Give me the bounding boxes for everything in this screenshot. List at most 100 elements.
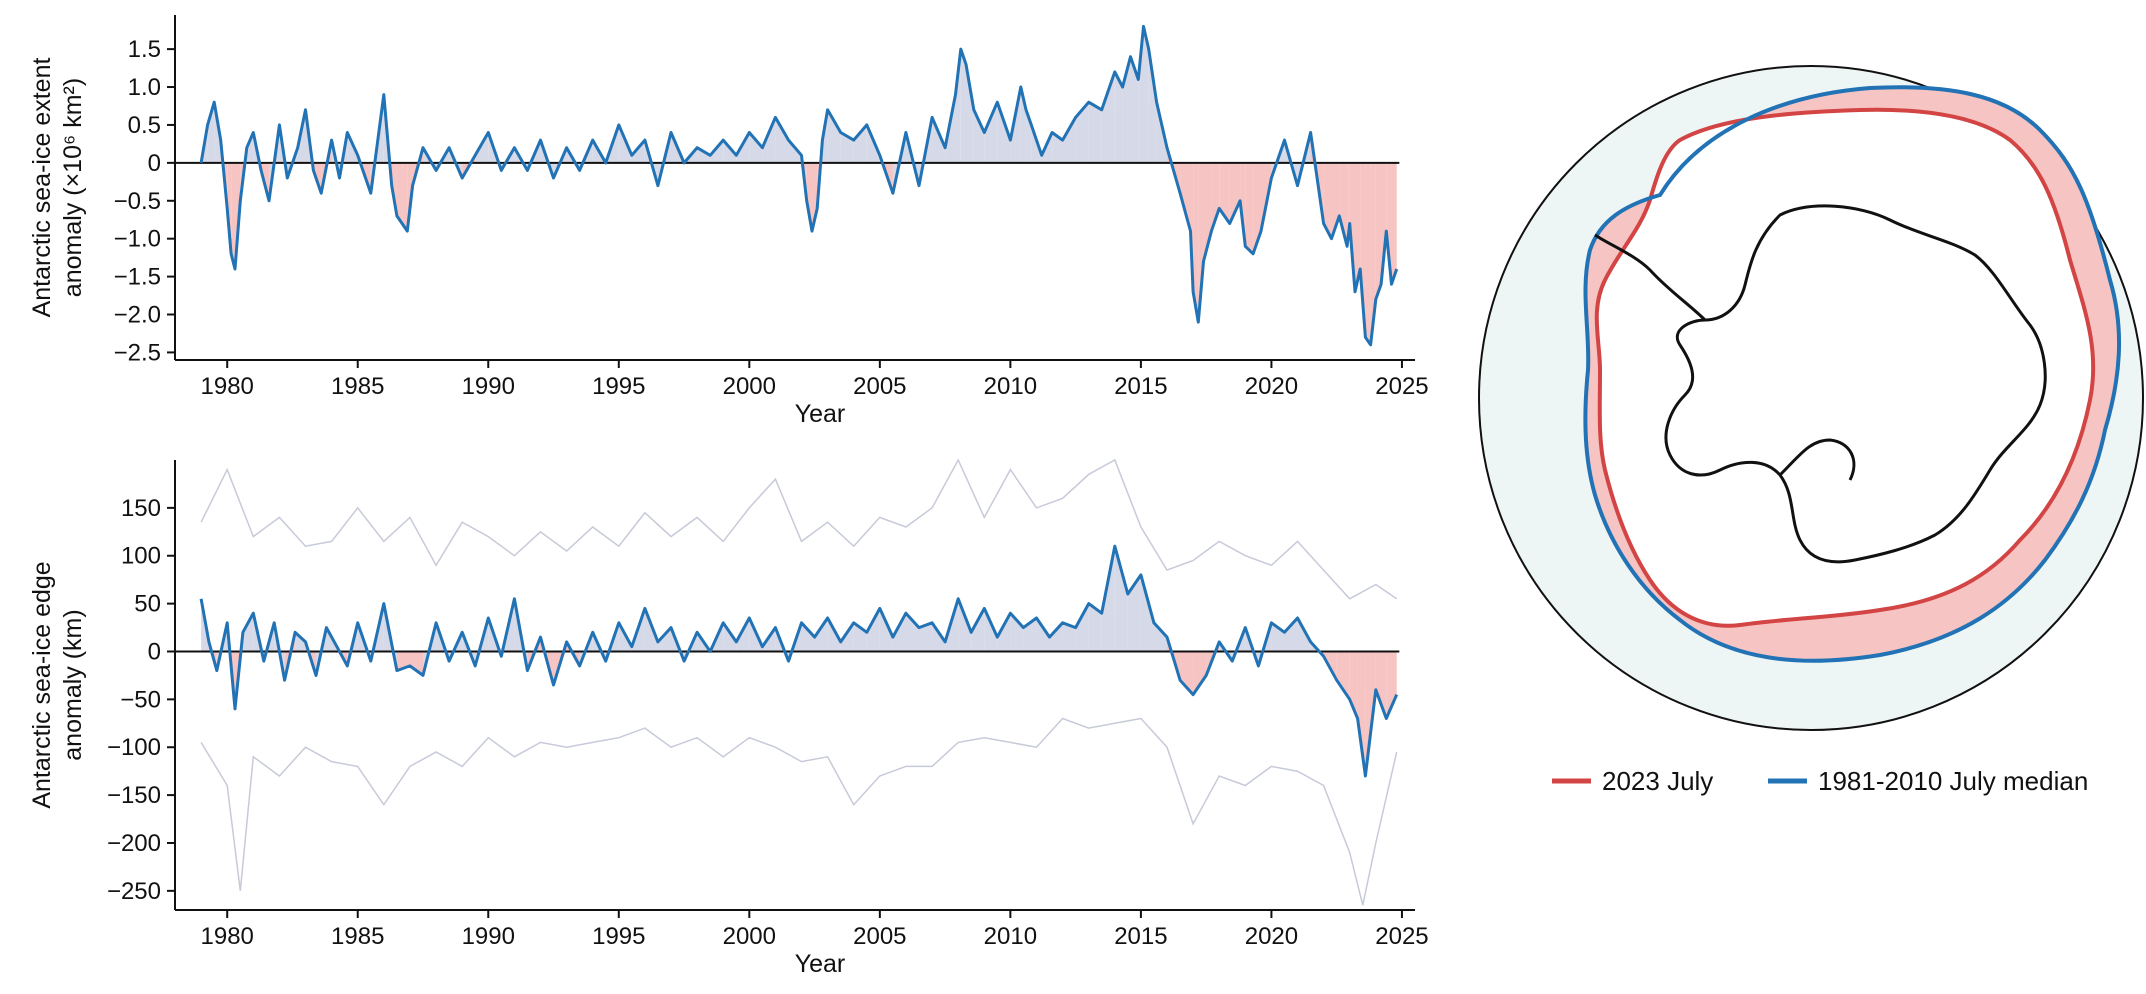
y-axis-label-line: anomaly (km) bbox=[59, 609, 87, 760]
anomaly-fill-segment bbox=[1271, 140, 1285, 179]
anomaly-fill-segment bbox=[1253, 162, 1261, 254]
x-tick-label: 2010 bbox=[984, 373, 1037, 400]
x-tick-label: 2025 bbox=[1375, 373, 1428, 400]
anomaly-fill-segment bbox=[1381, 162, 1387, 285]
y-tick-label: −2.5 bbox=[114, 339, 161, 366]
x-axis-label: Year bbox=[795, 950, 846, 978]
x-tick-label: 2000 bbox=[723, 373, 776, 400]
anomaly-fill-segment bbox=[1062, 117, 1076, 163]
anomaly-fill-segment bbox=[932, 117, 946, 163]
x-tick-label: 2015 bbox=[1114, 923, 1167, 950]
anomaly-fill-segment bbox=[1219, 162, 1230, 224]
x-tick-label: 2000 bbox=[723, 923, 776, 950]
anomaly-fill-segment bbox=[1140, 574, 1154, 652]
anomaly-fill-segment bbox=[801, 622, 815, 652]
y-tick-label: 0 bbox=[148, 638, 161, 665]
anomaly-fill-segment bbox=[1153, 622, 1167, 652]
anomaly-fill-segment bbox=[207, 102, 215, 163]
anomaly-fill-segment bbox=[1143, 26, 1149, 163]
x-tick-label: 1995 bbox=[592, 923, 645, 950]
x-tick-label: 2020 bbox=[1245, 373, 1298, 400]
anomaly-fill-segment bbox=[919, 622, 933, 652]
anomaly-fill-segment bbox=[1114, 71, 1123, 163]
antarctic-peninsula bbox=[1594, 233, 1707, 322]
antarctica-coastline bbox=[1664, 204, 2047, 564]
y-tick-label: −50 bbox=[120, 686, 161, 713]
x-tick-label: 1990 bbox=[462, 373, 515, 400]
anomaly-fill-segment bbox=[657, 627, 671, 652]
anomaly-fill-segment bbox=[1284, 617, 1298, 652]
anomaly-fill-segment bbox=[1336, 651, 1350, 700]
anomaly-fill-segment bbox=[775, 117, 789, 163]
anomaly-fill-segment bbox=[1357, 651, 1366, 776]
extent-anomaly-chart: 1980 1985 1990 1995 2000 2005 2010 2015 2020 2025… bbox=[28, 15, 1429, 428]
anomaly-fill-segment bbox=[1198, 162, 1204, 323]
anomaly-fill-segment bbox=[1375, 651, 1387, 719]
y-tick-label: −250 bbox=[107, 878, 161, 905]
anomaly-fill-segment bbox=[1180, 162, 1191, 232]
anomaly-fill-segment bbox=[997, 613, 1011, 652]
anomaly-fill-segment bbox=[1365, 162, 1371, 345]
y-tick-label: −0.5 bbox=[114, 188, 161, 215]
x-tick-label: 1990 bbox=[462, 923, 515, 950]
anomaly-fill-segment bbox=[1088, 603, 1102, 652]
anomaly-fill-segment bbox=[984, 608, 998, 652]
y-tick-label: 1.5 bbox=[128, 36, 161, 63]
anomaly-fill-segment bbox=[811, 162, 818, 232]
anomaly-fill-segment bbox=[697, 147, 711, 163]
anomaly-series-line bbox=[199, 544, 1399, 778]
anomaly-fill-segment bbox=[892, 613, 906, 652]
anomaly-fill-segment bbox=[1360, 162, 1366, 338]
edge-anomaly-chart: 1980 1985 1990 1995 2000 2005 2010 2015 2020 2025… bbox=[28, 458, 1429, 978]
y-tick-label: 50 bbox=[134, 591, 161, 618]
anomaly-fill-segment bbox=[1193, 162, 1199, 323]
y-tick-label: 100 bbox=[121, 543, 161, 570]
y-tick-label: 0 bbox=[148, 150, 161, 177]
anomaly-fill-segment bbox=[1386, 162, 1392, 285]
anomaly-fill-segment bbox=[971, 608, 985, 652]
x-tick-label: 1985 bbox=[331, 923, 384, 950]
y-tick-label: −200 bbox=[107, 830, 161, 857]
anomaly-fill-segment bbox=[905, 613, 919, 652]
y-tick-label: −150 bbox=[107, 782, 161, 809]
anomaly-fill-segment bbox=[1375, 162, 1382, 300]
anomaly-fill-segment bbox=[409, 651, 423, 676]
x-tick-label: 2015 bbox=[1114, 373, 1167, 400]
x-tick-label: 1980 bbox=[201, 373, 254, 400]
anomaly-fill-segment bbox=[1101, 546, 1115, 652]
anomaly-fill-segment bbox=[1052, 132, 1063, 163]
anomaly-fill-segment bbox=[242, 613, 254, 652]
y-axis-label-line: Antarctic sea-ice extent bbox=[28, 58, 56, 318]
x-tick-label: 1995 bbox=[592, 373, 645, 400]
y-tick-label: −100 bbox=[107, 734, 161, 761]
anomaly-fill-segment bbox=[1271, 622, 1285, 652]
anomaly-fill-segment bbox=[1211, 162, 1220, 232]
anomaly-fill-segment bbox=[853, 622, 867, 652]
anomaly-fill-segment bbox=[1075, 603, 1089, 652]
anomaly-fill-segment bbox=[231, 162, 236, 270]
y-tick-label: 0.5 bbox=[128, 112, 161, 139]
x-axis-label: Year bbox=[795, 400, 846, 428]
x-tick-label: 2005 bbox=[853, 373, 906, 400]
median-extent-line bbox=[1583, 85, 2122, 663]
anomaly-fill-segment bbox=[840, 132, 854, 163]
anomaly-fill-segment bbox=[1193, 651, 1207, 695]
anomaly-fill-segment bbox=[402, 162, 408, 232]
anomaly-fill-segment bbox=[973, 109, 985, 163]
legend-red-label: 2023 July bbox=[1602, 766, 1713, 796]
anomaly-fill-segment bbox=[1339, 162, 1348, 247]
anomaly-fill-segment bbox=[1386, 651, 1397, 719]
anomaly-fill-segment bbox=[1062, 622, 1076, 652]
anomaly-fill-segment bbox=[1036, 617, 1050, 652]
antarctic-polar-map bbox=[1478, 65, 2144, 731]
anomaly-fill-segment bbox=[955, 49, 961, 163]
anomaly-fill-segment bbox=[1229, 162, 1241, 224]
x-tick-label: 2020 bbox=[1245, 923, 1298, 950]
y-axis-label-line: Antarctic sea-ice edge bbox=[28, 561, 56, 808]
anomaly-fill-segment bbox=[827, 109, 841, 163]
anomaly-fill-segment bbox=[295, 632, 306, 652]
anomaly-fill-segment bbox=[997, 102, 1011, 163]
anomaly-fill-segment bbox=[1114, 546, 1128, 652]
anomaly-fill-segment bbox=[960, 49, 966, 163]
anomaly-fill-segment bbox=[227, 622, 236, 709]
